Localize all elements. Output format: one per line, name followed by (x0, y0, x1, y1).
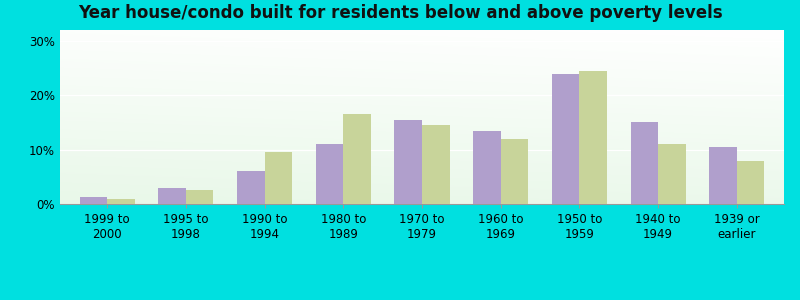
Bar (710, 147, 737, 204)
Bar (630, 122, 658, 204)
Bar (473, 130, 501, 204)
Bar (237, 171, 265, 204)
Bar (658, 144, 686, 204)
Bar (579, 71, 607, 204)
Bar (186, 190, 214, 204)
Bar (394, 120, 422, 204)
Bar (501, 139, 528, 204)
Bar (158, 188, 186, 204)
Bar (552, 74, 579, 204)
Bar (737, 160, 764, 204)
Bar (80, 197, 107, 204)
Bar (422, 125, 450, 204)
Bar (316, 144, 343, 204)
Bar (107, 199, 134, 204)
Bar (343, 114, 371, 204)
Text: Year house/condo built for residents below and above poverty levels: Year house/condo built for residents bel… (78, 4, 722, 22)
Bar (265, 152, 292, 204)
